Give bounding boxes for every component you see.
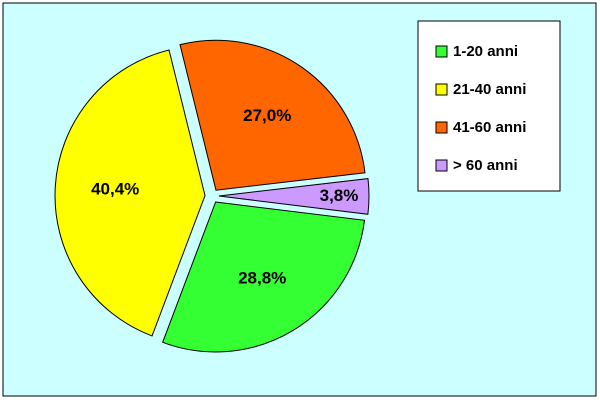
legend: 1-20 anni 21-40 anni 41-60 anni > 60 anni: [435, 43, 526, 174]
legend-swatch: [435, 45, 448, 58]
legend-swatch: [435, 83, 448, 96]
pie: 28,8% 40,4% 27,0% 3,8%: [54, 39, 370, 353]
legend-swatch: [435, 121, 448, 134]
legend-swatch: [435, 159, 448, 172]
legend-label: 1-20 anni: [453, 43, 518, 60]
pie-slice: [162, 201, 366, 353]
pie-slice: [54, 49, 206, 337]
data-label: 28,8%: [238, 268, 286, 287]
data-label: 3,8%: [320, 186, 359, 205]
data-label: 27,0%: [243, 106, 291, 125]
pie-slice: [218, 178, 370, 215]
pie-slice: [179, 39, 366, 191]
legend-label: 21-40 anni: [453, 81, 526, 98]
legend-label: > 60 anni: [453, 157, 518, 174]
legend-label: 41-60 anni: [453, 119, 526, 136]
data-label: 40,4%: [91, 180, 139, 199]
